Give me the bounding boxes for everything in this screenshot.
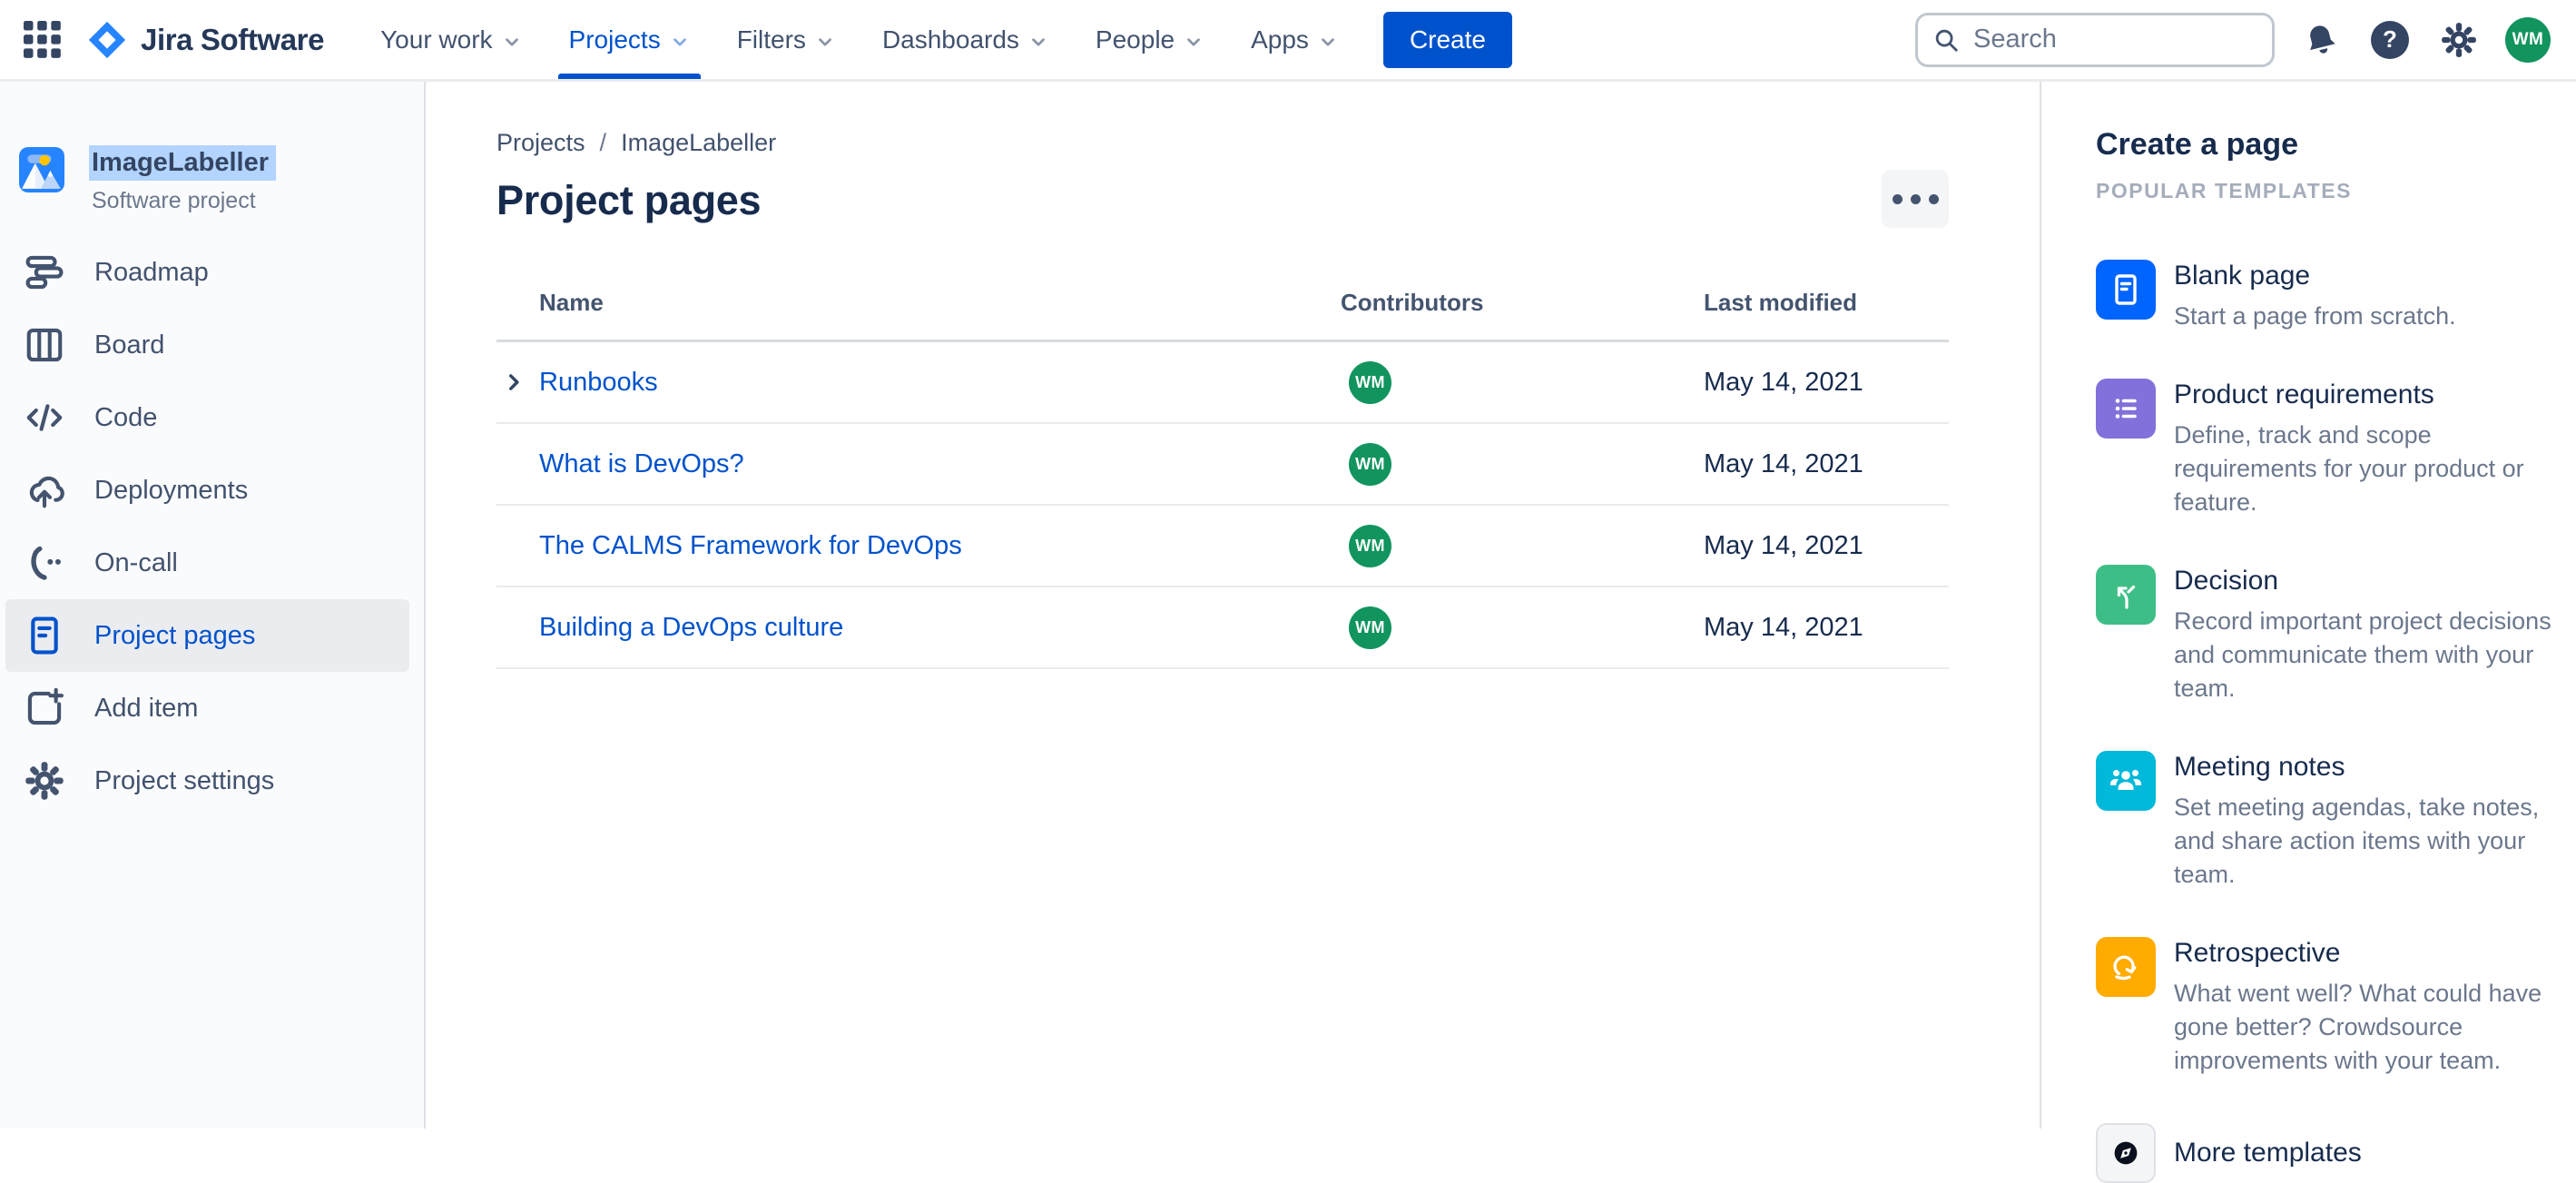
roadmap-icon [24, 251, 65, 293]
chevron-down-icon [1318, 32, 1338, 52]
gear-icon [2440, 21, 2478, 59]
user-avatar[interactable]: WM [2505, 16, 2551, 63]
bell-icon [2302, 21, 2340, 59]
global-search[interactable] [1915, 12, 2275, 67]
breadcrumb-projects[interactable]: Projects [497, 129, 585, 156]
page-link[interactable]: Runbooks [539, 367, 658, 397]
notifications-button[interactable] [2298, 17, 2344, 63]
phone-icon [24, 542, 65, 584]
column-name: Name [539, 289, 604, 316]
expand-chevron-icon[interactable] [502, 370, 526, 394]
template-list: Blank page Start a page from scratch. Pr… [2096, 260, 2558, 1183]
panel-title: Create a page [2096, 127, 2298, 162]
people-group-icon [2096, 751, 2156, 811]
pages-table: Name Contributors Last modified Runbooks… [497, 266, 1949, 669]
template-decision[interactable]: Decision Record important project decisi… [2096, 565, 2558, 705]
gear-icon [24, 760, 65, 802]
create-button[interactable]: Create [1382, 11, 1512, 68]
sidebar-nav: Roadmap Board Code Deployments On-call P… [0, 236, 424, 817]
breadcrumb-separator: / [599, 129, 607, 156]
retro-loop-icon [2096, 937, 2156, 997]
table-row: The CALMS Framework for DevOps WM May 14… [497, 506, 1949, 587]
template-blank-page[interactable]: Blank page Start a page from scratch. [2096, 260, 2558, 333]
sidebar-item-board[interactable]: Board [5, 309, 409, 381]
top-nav-bar: Jira Software Your work Projects Filters… [0, 0, 2576, 82]
sidebar-item-project-pages[interactable]: Project pages [5, 599, 409, 672]
project-header: ImageLabeller Software project [0, 145, 424, 214]
requirements-list-icon [2096, 379, 2156, 439]
project-type: Software project [92, 188, 256, 213]
board-icon [24, 324, 65, 366]
chevron-down-icon [1028, 32, 1048, 52]
contributor-avatar[interactable]: WM [1349, 442, 1391, 486]
chevron-down-icon [815, 32, 835, 52]
help-icon: ? [2371, 20, 2409, 59]
help-button[interactable]: ? [2367, 17, 2413, 63]
jira-diamond-icon [86, 19, 128, 61]
chevron-down-icon [670, 32, 690, 52]
primary-nav: Your work Projects Filters Dashboards Pe… [360, 0, 1358, 79]
nav-filters[interactable]: Filters [717, 0, 855, 79]
add-item-icon [24, 687, 65, 729]
breadcrumb: Projects / ImageLabeller [497, 129, 1949, 157]
chevron-down-icon [502, 32, 522, 52]
project-avatar [19, 147, 64, 192]
jira-logo[interactable]: Jira Software [86, 19, 324, 61]
table-row: What is DevOps? WM May 14, 2021 [497, 424, 1949, 506]
main-content: Projects / ImageLabeller Project pages N… [426, 82, 2040, 1129]
column-contributors: Contributors [1341, 289, 1484, 316]
nav-your-work[interactable]: Your work [360, 0, 541, 79]
table-row: Building a DevOps culture WM May 14, 202… [497, 587, 1949, 669]
decision-branch-icon [2096, 565, 2156, 625]
nav-projects[interactable]: Projects [549, 0, 710, 79]
sidebar-item-deployments[interactable]: Deployments [5, 454, 409, 527]
more-templates-button[interactable]: More templates [2096, 1123, 2558, 1183]
app-grid-icon [24, 20, 62, 59]
last-modified-date: May 14, 2021 [1704, 449, 1863, 478]
template-meeting-notes[interactable]: Meeting notes Set meeting agendas, take … [2096, 751, 2558, 892]
contributor-avatar[interactable]: WM [1349, 606, 1391, 649]
template-product-requirements[interactable]: Product requirements Define, track and s… [2096, 379, 2558, 519]
sidebar-item-add-item[interactable]: Add item [5, 672, 409, 744]
page-link[interactable]: The CALMS Framework for DevOps [539, 530, 962, 560]
chevron-down-icon [1184, 32, 1204, 52]
page-link[interactable]: Building a DevOps culture [539, 612, 844, 642]
project-name: ImageLabeller [89, 145, 277, 181]
sidebar-item-oncall[interactable]: On-call [5, 527, 409, 599]
breadcrumb-imagelabeller[interactable]: ImageLabeller [621, 129, 777, 156]
table-header: Name Contributors Last modified [497, 266, 1949, 342]
popular-templates-label: POPULAR TEMPLATES [2096, 179, 2352, 202]
app-switcher-button[interactable] [23, 15, 63, 65]
sidebar-item-roadmap[interactable]: Roadmap [5, 236, 409, 309]
sidebar-item-code[interactable]: Code [5, 381, 409, 454]
ellipsis-icon [1892, 193, 1903, 204]
settings-button[interactable] [2436, 17, 2482, 63]
blank-page-icon [2096, 260, 2156, 320]
nav-apps[interactable]: Apps [1231, 0, 1358, 79]
contributor-avatar[interactable]: WM [1349, 524, 1391, 567]
project-sidebar: ImageLabeller Software project Roadmap B… [0, 82, 426, 1129]
compass-icon [2096, 1123, 2156, 1183]
page-link[interactable]: What is DevOps? [539, 449, 744, 478]
last-modified-date: May 14, 2021 [1704, 530, 1863, 560]
contributor-avatar[interactable]: WM [1349, 360, 1391, 404]
search-icon [1932, 26, 1960, 54]
code-icon [24, 397, 65, 439]
create-page-panel: Create a page POPULAR TEMPLATES Blank pa… [2040, 82, 2576, 1183]
pages-icon [24, 615, 65, 656]
page-title: Project pages [497, 177, 762, 223]
search-input[interactable] [1973, 25, 2257, 54]
nav-dashboards[interactable]: Dashboards [862, 0, 1068, 79]
more-options-button[interactable] [1882, 170, 1949, 228]
cloud-upload-icon [24, 469, 65, 511]
last-modified-date: May 14, 2021 [1704, 612, 1863, 642]
nav-people[interactable]: People [1076, 0, 1224, 79]
template-retrospective[interactable]: Retrospective What went well? What could… [2096, 937, 2558, 1078]
product-name: Jira Software [141, 22, 325, 56]
last-modified-date: May 14, 2021 [1704, 367, 1863, 397]
sidebar-item-project-settings[interactable]: Project settings [5, 744, 409, 817]
column-last-modified: Last modified [1704, 289, 1858, 316]
table-row: Runbooks WM May 14, 2021 [497, 342, 1949, 424]
